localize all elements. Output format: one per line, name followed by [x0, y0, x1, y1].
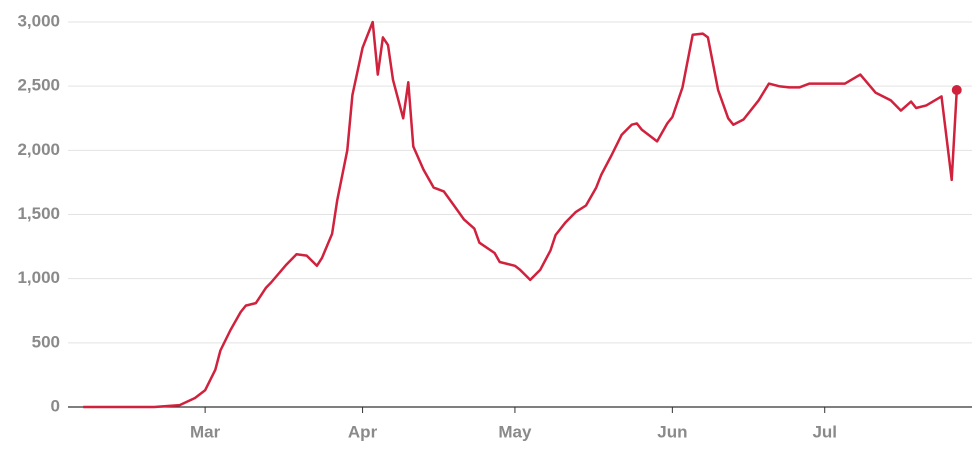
x-tick-label: Jul [812, 422, 837, 441]
x-tick-label: Mar [190, 422, 221, 441]
y-tick-label: 1,000 [17, 268, 60, 287]
y-tick-label: 2,500 [17, 76, 60, 95]
y-tick-label: 500 [32, 332, 60, 351]
y-tick-label: 1,500 [17, 204, 60, 223]
x-tick-label: Apr [348, 422, 378, 441]
x-tick-label: May [498, 422, 532, 441]
y-tick-label: 0 [51, 396, 60, 415]
end-marker [951, 85, 962, 96]
x-tick-label: Jun [657, 422, 687, 441]
y-tick-label: 3,000 [17, 11, 60, 30]
y-tick-label: 2,000 [17, 140, 60, 159]
data-line [83, 20, 959, 409]
